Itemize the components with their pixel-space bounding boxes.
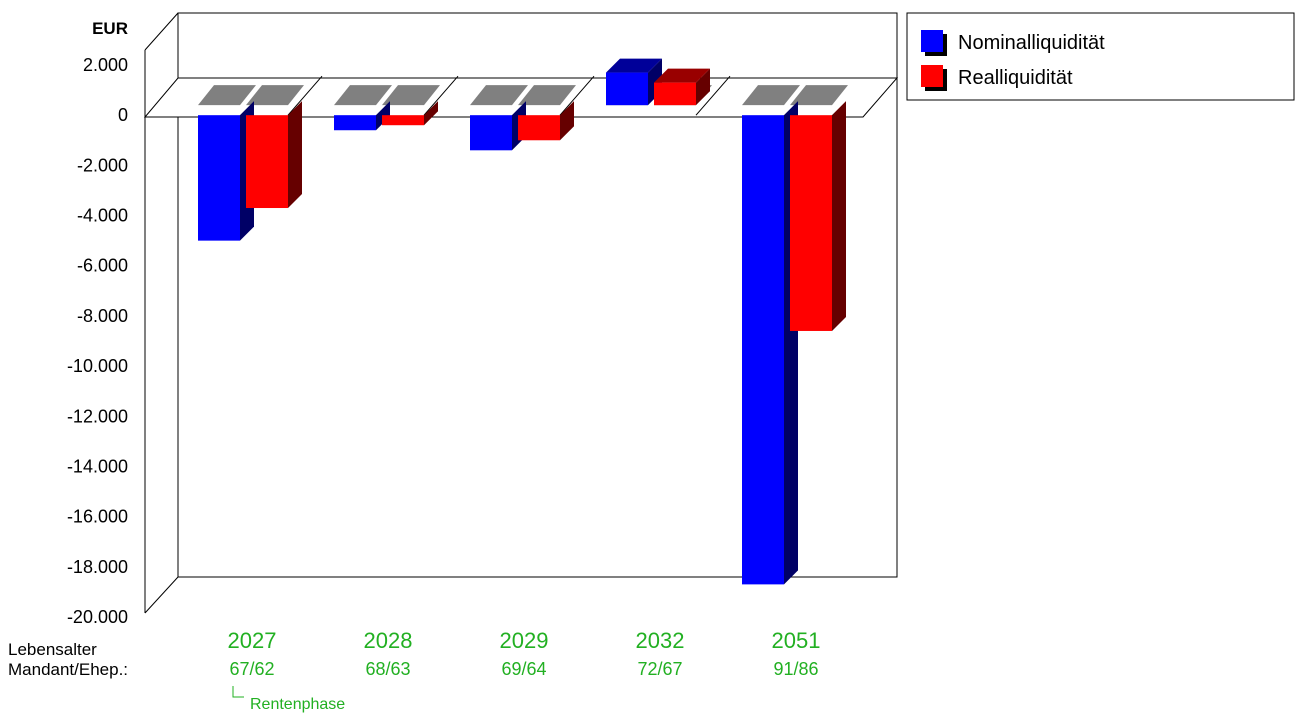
y-tick-label: -20.000 — [67, 607, 128, 627]
bar-side — [560, 101, 574, 141]
y-tick-label: -6.000 — [77, 256, 128, 276]
y-tick-label: -12.000 — [67, 406, 128, 426]
zero-cap — [198, 85, 256, 106]
legend-swatch — [921, 65, 943, 87]
age-label: 69/64 — [501, 659, 546, 679]
y-tick-labels: 2.000 0 -2.000 -4.000 -6.000 -8.000 -10.000 -12… — [67, 55, 128, 627]
row-label-client: Mandant/Ehep.: — [8, 660, 128, 679]
y-tick-label: -18.000 — [67, 557, 128, 577]
bar-2051-nominal — [742, 101, 798, 585]
bar-front — [518, 115, 560, 141]
bar-2032-real — [654, 68, 712, 106]
bar-side — [832, 101, 846, 331]
back-wall — [177, 12, 898, 578]
zero-cap — [246, 85, 304, 106]
bar-side — [696, 68, 710, 106]
bar-front — [382, 115, 424, 126]
left-edge-bottom — [144, 576, 179, 614]
y-tick-label: -14.000 — [67, 456, 128, 476]
zero-plane-divider — [287, 75, 323, 116]
legend-label: Realliquidität — [958, 67, 1073, 89]
y-tick-label: 0 — [118, 105, 128, 125]
bar-front — [198, 115, 240, 241]
unit-label: EUR — [92, 19, 128, 38]
plot-frame — [144, 12, 898, 614]
bar-2051-real — [790, 101, 846, 331]
year-label: 2051 — [772, 628, 821, 653]
zero-cap — [470, 85, 528, 106]
rentenphase-marker — [232, 686, 244, 698]
zero-plane-divider — [695, 75, 731, 116]
y-tick-label: -2.000 — [77, 155, 128, 175]
bar-front — [742, 115, 784, 585]
left-edge-top — [144, 12, 179, 51]
bar-top — [606, 58, 662, 73]
legend: Nominalliquidität Realliquidität — [906, 12, 1295, 101]
age-label: 91/86 — [773, 659, 818, 679]
zero-plane-dividers — [287, 75, 731, 116]
zero-cap — [334, 85, 392, 106]
age-label: 67/62 — [229, 659, 274, 679]
y-tick-label: -4.000 — [77, 206, 128, 226]
age-label: 72/67 — [637, 659, 682, 679]
year-label: 2029 — [500, 628, 549, 653]
legend-label: Nominalliquidität — [958, 32, 1105, 54]
bar-2028-real — [382, 101, 438, 126]
year-label: 2032 — [636, 628, 685, 653]
zero-cap — [518, 85, 576, 106]
bar-front — [334, 115, 376, 131]
row-label-age: Lebensalter — [8, 640, 97, 659]
bar-front — [654, 82, 696, 106]
bar-front — [246, 115, 288, 209]
legend-swatch — [921, 30, 943, 52]
bars — [198, 58, 846, 585]
bar-2029-real — [518, 101, 574, 141]
bar-2032-nominal — [606, 58, 664, 106]
y-tick-label: -16.000 — [67, 507, 128, 527]
zero-cap — [742, 85, 800, 106]
zero-cap — [382, 85, 440, 106]
y-tick-label: 2.000 — [83, 55, 128, 75]
x-labels: 2027 67/62 2028 68/63 2029 69/64 2032 72/67 2051… — [228, 628, 821, 679]
zero-cap — [790, 85, 848, 106]
rentenphase-label: Rentenphase — [250, 696, 345, 713]
bar-front — [790, 115, 832, 331]
bar-2027-real — [246, 101, 302, 209]
zero-plane-divider — [559, 75, 595, 116]
zero-caps — [198, 85, 848, 106]
bar-front — [470, 115, 512, 151]
bar-side — [424, 101, 438, 126]
bar-2027-nominal — [198, 101, 254, 241]
year-label: 2028 — [364, 628, 413, 653]
y-tick-label: -8.000 — [77, 306, 128, 326]
year-label: 2027 — [228, 628, 277, 653]
zero-plane-divider — [423, 75, 459, 116]
legend-box — [906, 12, 1295, 101]
y-tick-label: -10.000 — [67, 356, 128, 376]
bar-front — [606, 72, 648, 106]
age-label: 68/63 — [365, 659, 410, 679]
bar-side — [288, 101, 302, 209]
bar-top — [654, 68, 710, 83]
